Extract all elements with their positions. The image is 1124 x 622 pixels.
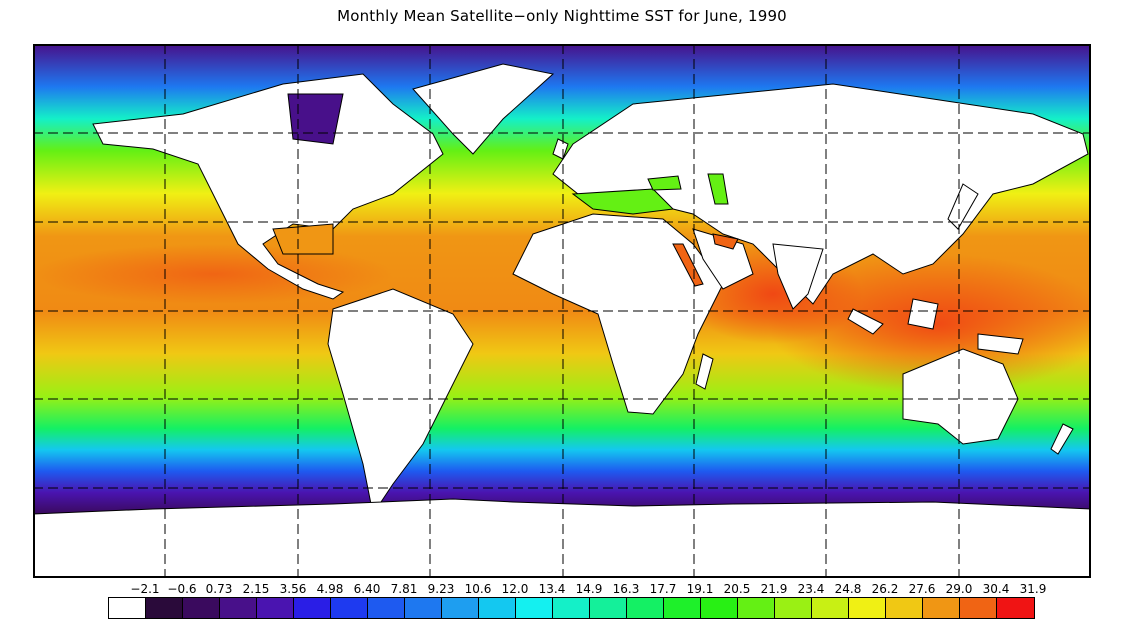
legend-swatch bbox=[849, 598, 886, 618]
legend-swatch bbox=[146, 598, 183, 618]
legend-label: 14.9 bbox=[575, 582, 603, 596]
legend-label: 3.56 bbox=[279, 582, 307, 596]
legend-labels: −2.1 −0.6 0.73 2.15 3.56 4.98 6.40 7.81 9.23 10.6… bbox=[92, 582, 1052, 598]
hudson-bay bbox=[287, 93, 344, 145]
inland-seas bbox=[571, 173, 729, 215]
legend-swatch bbox=[923, 598, 960, 618]
legend-swatch bbox=[812, 598, 849, 618]
legend-label: 21.9 bbox=[760, 582, 788, 596]
legend-label: 26.2 bbox=[871, 582, 899, 596]
legend-swatch bbox=[516, 598, 553, 618]
legend-swatch bbox=[997, 598, 1034, 618]
legend-label: 10.6 bbox=[464, 582, 492, 596]
india bbox=[772, 243, 824, 310]
legend-swatch bbox=[331, 598, 368, 618]
japan bbox=[947, 183, 979, 230]
gulf-of-mexico bbox=[272, 223, 334, 255]
antarctica bbox=[33, 498, 1091, 578]
red-sea bbox=[672, 243, 704, 287]
legend-swatch bbox=[738, 598, 775, 618]
legend-label: −0.6 bbox=[167, 582, 197, 596]
south-america bbox=[327, 288, 474, 516]
legend-swatch bbox=[183, 598, 220, 618]
legend-swatch bbox=[294, 598, 331, 618]
legend-swatch bbox=[590, 598, 627, 618]
greenland bbox=[412, 63, 555, 155]
legend-label: 9.23 bbox=[427, 582, 455, 596]
legend-label: −2.1 bbox=[130, 582, 160, 596]
legend-label: 30.4 bbox=[982, 582, 1010, 596]
legend-label: 31.9 bbox=[1019, 582, 1047, 596]
legend-label: 13.4 bbox=[538, 582, 566, 596]
legend-label: 2.15 bbox=[242, 582, 270, 596]
caspian-sea bbox=[707, 173, 729, 205]
black-sea bbox=[647, 175, 682, 191]
legend-swatch bbox=[886, 598, 923, 618]
legend-label: 0.73 bbox=[205, 582, 233, 596]
legend-label: 24.8 bbox=[834, 582, 862, 596]
legend-swatch bbox=[775, 598, 812, 618]
legend-swatch bbox=[368, 598, 405, 618]
legend-label: 27.6 bbox=[908, 582, 936, 596]
legend-swatch bbox=[479, 598, 516, 618]
legend-label: 29.0 bbox=[945, 582, 973, 596]
legend-label: 4.98 bbox=[316, 582, 344, 596]
new-zealand bbox=[1050, 423, 1074, 455]
legend-swatch bbox=[257, 598, 294, 618]
legend-swatch bbox=[701, 598, 738, 618]
legend-label: 20.5 bbox=[723, 582, 751, 596]
new-guinea bbox=[977, 333, 1024, 355]
legend-swatch bbox=[220, 598, 257, 618]
legend-swatch bbox=[664, 598, 701, 618]
legend-label: 19.1 bbox=[686, 582, 714, 596]
map-grid bbox=[33, 44, 1091, 578]
legend-label: 23.4 bbox=[797, 582, 825, 596]
africa bbox=[512, 213, 724, 415]
sst-map bbox=[33, 44, 1091, 578]
legend-swatch bbox=[109, 598, 146, 618]
legend-label: 7.81 bbox=[390, 582, 418, 596]
legend-label: 6.40 bbox=[353, 582, 381, 596]
legend-swatch bbox=[553, 598, 590, 618]
map-title: Monthly Mean Satellite−only Nighttime SS… bbox=[337, 7, 787, 25]
color-legend bbox=[108, 597, 1035, 619]
sumatra bbox=[847, 308, 884, 335]
madagascar bbox=[695, 353, 714, 390]
legend-label: 12.0 bbox=[501, 582, 529, 596]
australia bbox=[902, 348, 1019, 445]
map-border bbox=[33, 44, 1091, 578]
legend-swatch bbox=[405, 598, 442, 618]
legend-label: 16.3 bbox=[612, 582, 640, 596]
legend-label: 17.7 bbox=[649, 582, 677, 596]
borneo bbox=[907, 298, 939, 330]
legend-swatch bbox=[442, 598, 479, 618]
legend-swatch bbox=[960, 598, 997, 618]
mediterranean-sea bbox=[571, 188, 675, 215]
persian-gulf bbox=[712, 233, 739, 250]
legend-swatch bbox=[627, 598, 664, 618]
